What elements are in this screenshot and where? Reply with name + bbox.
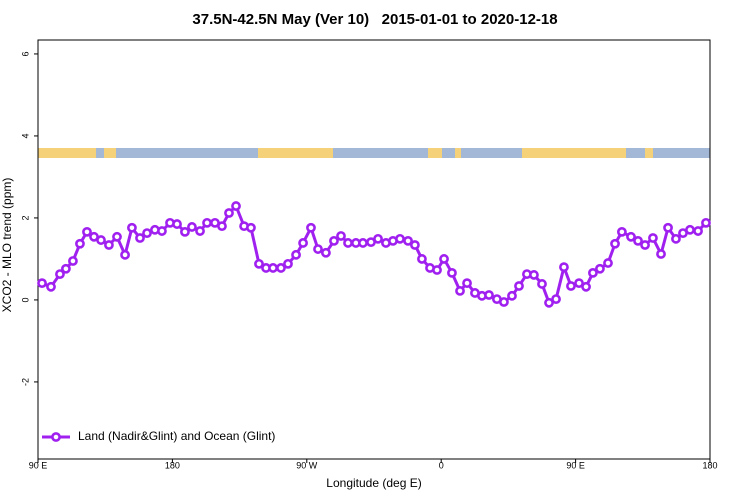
data-point xyxy=(157,226,167,236)
data-point xyxy=(648,233,658,243)
data-point xyxy=(574,278,584,289)
data-point xyxy=(142,228,152,239)
data-point xyxy=(439,254,449,264)
x-tick-label: 180 xyxy=(165,460,180,470)
data-point xyxy=(663,222,673,233)
data-point xyxy=(455,286,465,296)
plot-frame xyxy=(37,39,711,460)
y-tick-label: 4 xyxy=(20,133,30,138)
data-point xyxy=(693,226,703,236)
data-point xyxy=(395,233,405,244)
data-point xyxy=(104,240,114,250)
data-point xyxy=(507,290,517,301)
data-point xyxy=(610,238,620,249)
data-point xyxy=(432,265,442,275)
data-point xyxy=(37,278,47,289)
data-point xyxy=(254,258,264,269)
data-point xyxy=(96,235,106,245)
data-point xyxy=(135,233,145,243)
legend-label: Land (Nadir&Glint) and Ocean (Glint) xyxy=(78,429,275,443)
data-point xyxy=(202,217,212,228)
data-point xyxy=(276,263,286,273)
data-point xyxy=(640,240,650,250)
data-point xyxy=(499,297,509,307)
data-point xyxy=(410,240,420,250)
data-point xyxy=(224,208,234,218)
data-point xyxy=(403,235,413,246)
data-point xyxy=(336,231,346,241)
x-axis-label: Longitude (deg E) xyxy=(326,476,421,490)
x-tick-label: 90 E xyxy=(566,460,585,470)
series-line xyxy=(41,203,708,305)
data-point xyxy=(283,258,293,269)
x-tick-label: 0 xyxy=(439,460,444,470)
data-point xyxy=(701,217,711,228)
data-point xyxy=(329,235,339,246)
data-point xyxy=(417,254,427,264)
data-point xyxy=(306,222,316,233)
data-point xyxy=(616,226,627,237)
data-point xyxy=(447,267,457,278)
land-ocean-strip xyxy=(38,148,710,158)
data-point xyxy=(195,226,205,236)
y-tick-label: -2 xyxy=(20,378,30,386)
data-point xyxy=(566,281,576,291)
data-point xyxy=(343,238,353,248)
data-point xyxy=(595,263,605,274)
data-point xyxy=(484,290,494,300)
data-point xyxy=(46,281,56,292)
data-point xyxy=(291,249,301,260)
data-point xyxy=(127,222,137,233)
data-point xyxy=(626,231,636,242)
data-point xyxy=(112,231,122,242)
data-point xyxy=(537,279,547,289)
data-point xyxy=(514,281,524,291)
data-point xyxy=(544,297,554,308)
data-point xyxy=(268,263,278,273)
data-point xyxy=(61,263,71,274)
data-point xyxy=(180,226,190,237)
data-point xyxy=(321,247,331,258)
data-point xyxy=(656,249,666,259)
chart-title: 37.5N-42.5N May (Ver 10) 2015-01-01 to 2… xyxy=(192,11,557,28)
data-point xyxy=(120,249,130,260)
data-point xyxy=(529,270,539,280)
data-point xyxy=(82,226,92,237)
data-point xyxy=(68,256,78,266)
data-point xyxy=(551,294,561,305)
data-point xyxy=(172,219,182,229)
data-point xyxy=(603,258,613,268)
data-point xyxy=(217,221,227,232)
y-axis-label: XCO2 - MLO trend (ppm) xyxy=(0,178,14,313)
data-point xyxy=(231,201,241,211)
data-point xyxy=(75,238,85,249)
data-point xyxy=(685,224,695,235)
data-point xyxy=(588,267,598,278)
data-point xyxy=(633,235,643,246)
data-point xyxy=(246,222,256,233)
data-point xyxy=(358,238,368,248)
data-point xyxy=(313,244,323,254)
data-point xyxy=(559,262,569,273)
y-tick-label: 6 xyxy=(20,51,30,56)
y-tick-label: 2 xyxy=(20,215,30,220)
data-point xyxy=(373,233,383,244)
data-point xyxy=(581,281,591,292)
data-point xyxy=(187,222,197,232)
legend-marker xyxy=(51,432,61,442)
y-tick-label: 0 xyxy=(20,297,30,302)
data-point xyxy=(298,238,308,248)
data-point xyxy=(671,233,681,244)
x-tick-label: 90 W xyxy=(296,460,318,470)
x-tick-label: 90 E xyxy=(29,460,48,470)
data-point xyxy=(55,269,65,279)
x-tick-label: 180 xyxy=(702,460,717,470)
data-point xyxy=(462,278,472,289)
